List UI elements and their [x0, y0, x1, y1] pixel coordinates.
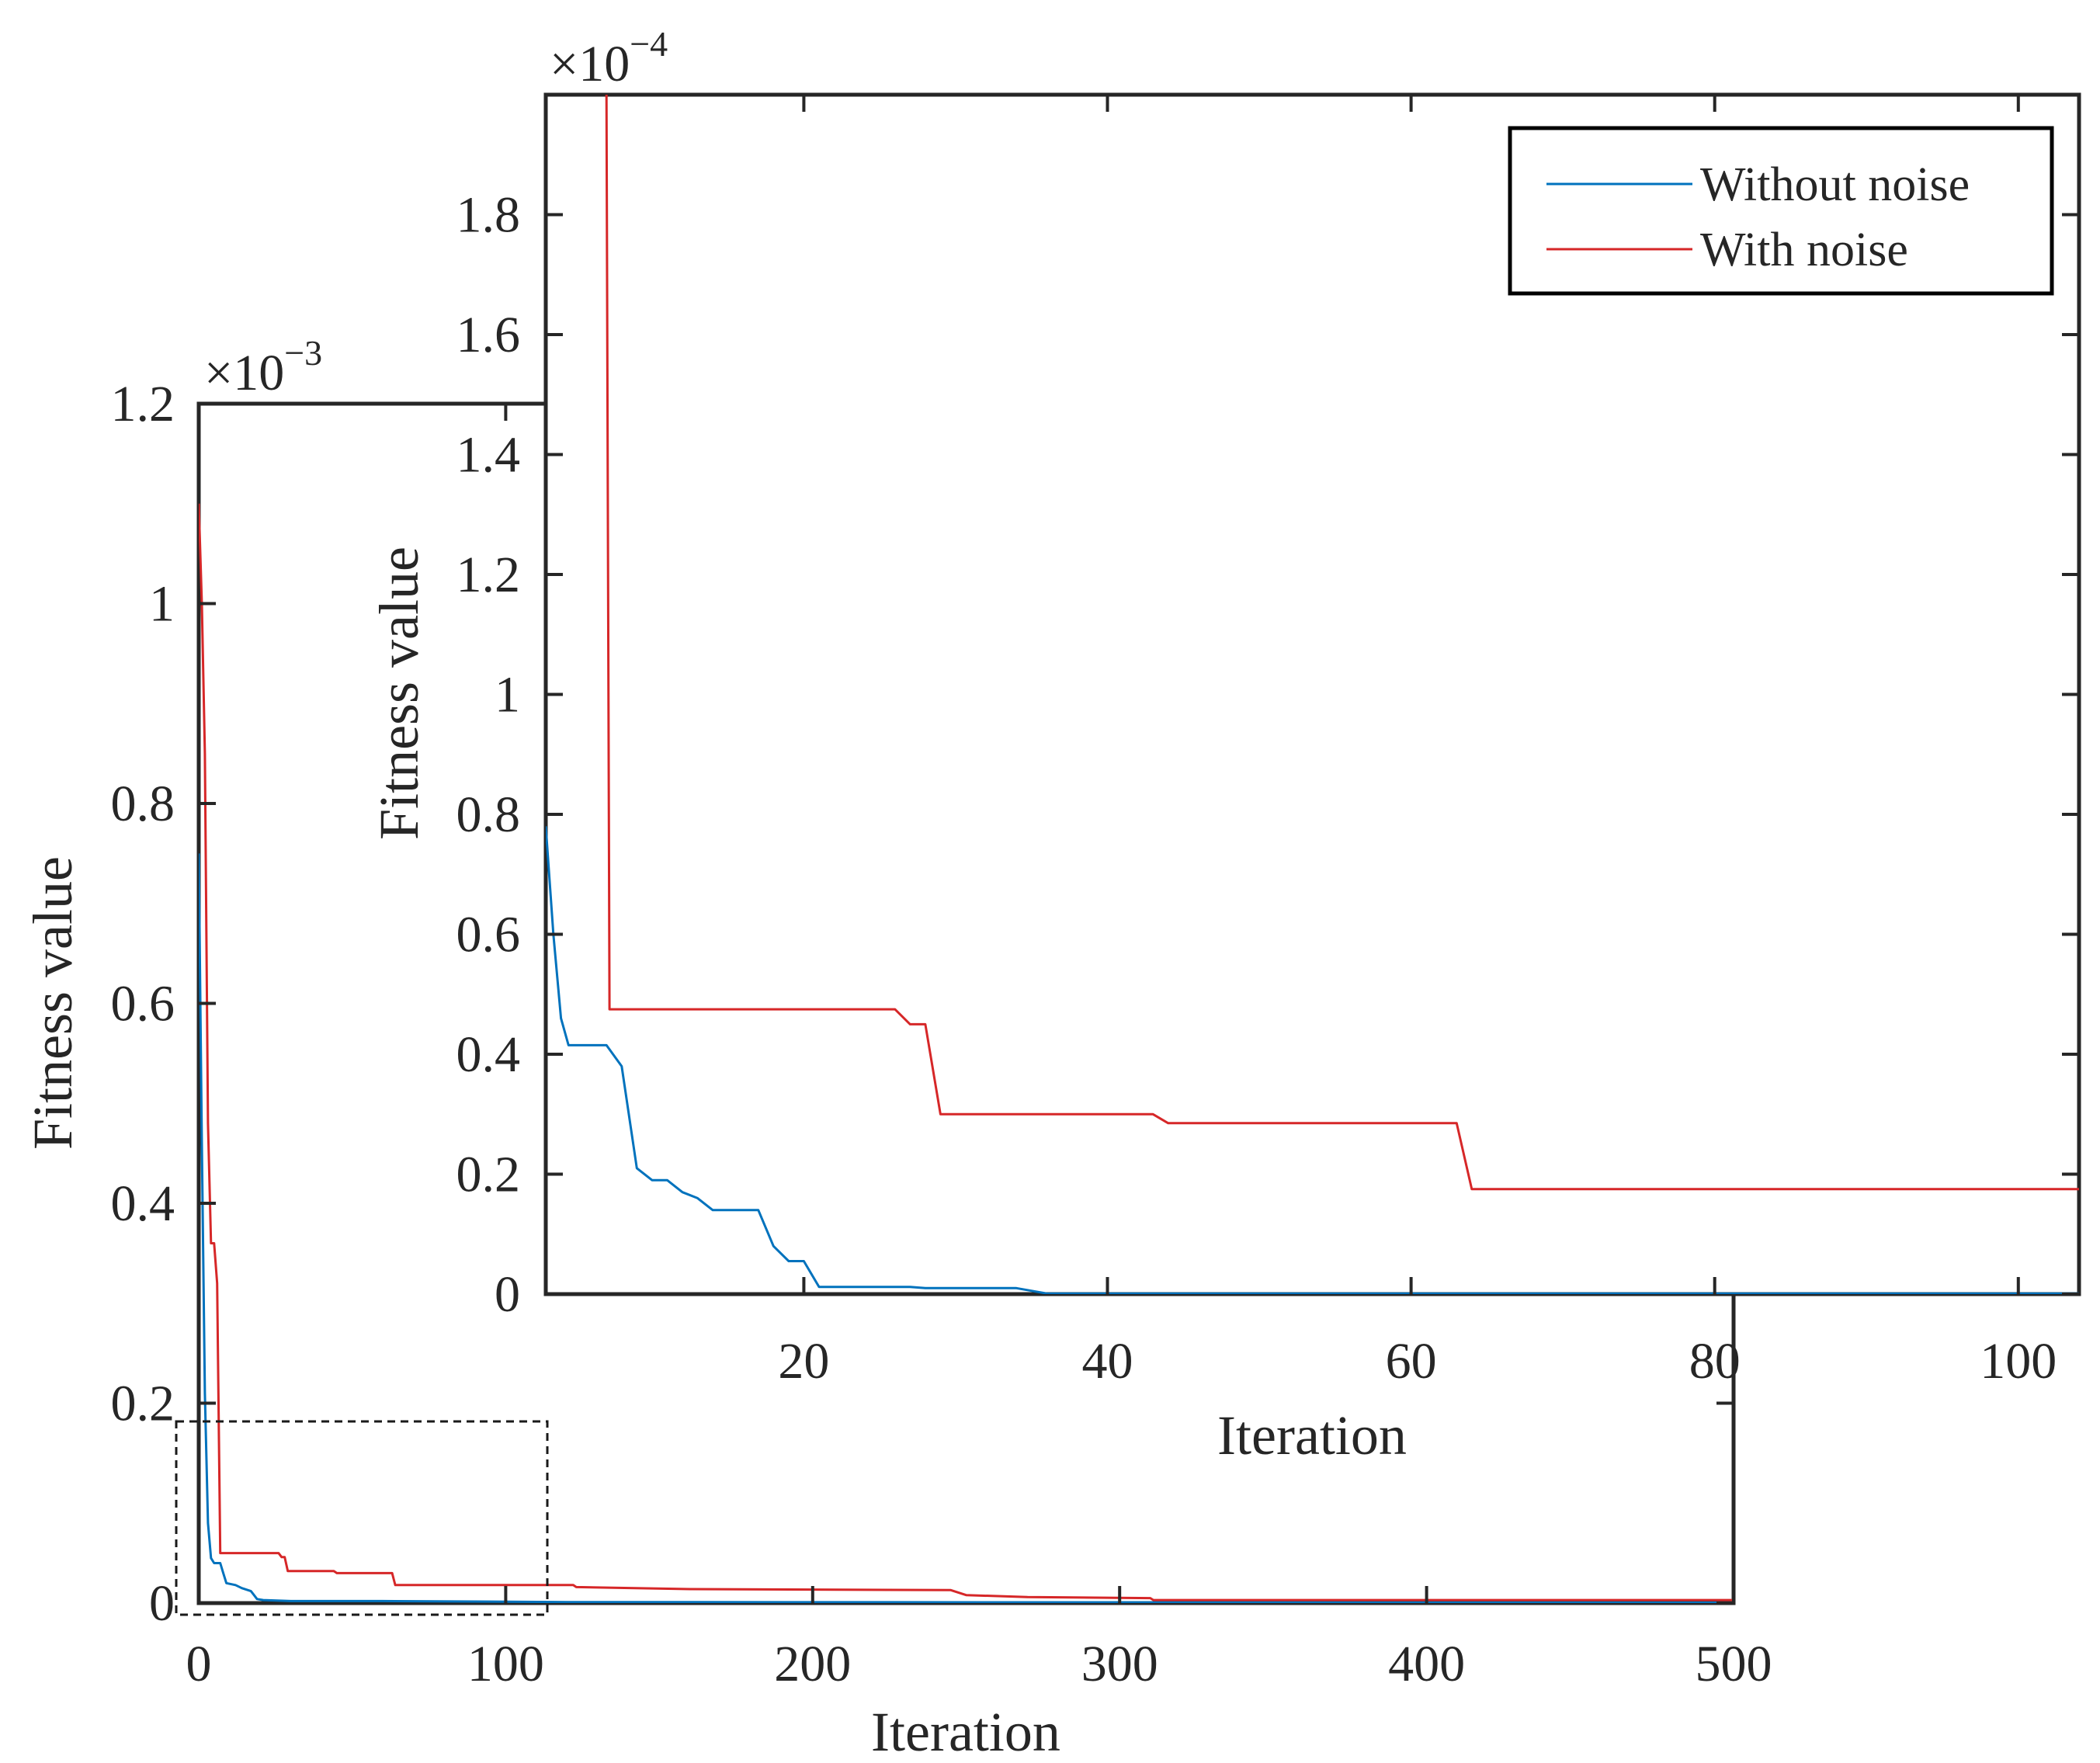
inset-y-tick-label: 0.2: [456, 1147, 521, 1203]
main-y-tick-label: 1.2: [111, 376, 175, 432]
main-lines: [199, 503, 1734, 1603]
inset-lines: [546, 95, 2079, 1294]
inset-x-tick-label: 40: [1082, 1333, 1133, 1390]
main-x-tick-label: 300: [1081, 1636, 1158, 1692]
inset-x-tick-label: 20: [778, 1333, 829, 1390]
inset-y-tick-label: 0.4: [456, 1026, 521, 1083]
legend-label-with-noise: With noise: [1700, 224, 1908, 276]
inset-y-tick-label: 1.6: [456, 307, 521, 363]
legend-label-without-noise: Without noise: [1700, 158, 1970, 211]
inset-axes: 20 40 60 80 100 0 0.2 0.4 0.6 0.8 1 1.2 1.4 1.6 1.8 ×1…: [368, 24, 2081, 1466]
inset-y-tick-label: 1.8: [456, 187, 521, 244]
inset-x-axis-label: Iteration: [1217, 1404, 1407, 1466]
main-y-exponent-base: ×10: [204, 345, 284, 401]
inset-y-tick-label: 0: [495, 1266, 520, 1323]
main-y-axis-label: Fitness value: [22, 856, 84, 1150]
main-x-tick-label: 100: [467, 1636, 544, 1692]
main-series-with-noise-line: [199, 503, 1734, 1602]
main-x-axis-label: Iteration: [871, 1701, 1060, 1763]
legend-box: [1508, 126, 2054, 296]
main-y-tick-label: 0.4: [111, 1175, 175, 1232]
inset-series-without-noise-line: [546, 826, 2079, 1294]
legend: Without noise With noise: [1508, 126, 2054, 296]
inset-y-exponent-power: −4: [630, 24, 668, 64]
inset-y-tick-label: 1.2: [456, 547, 521, 603]
main-y-tick-label: 0.6: [111, 976, 175, 1032]
main-x-tick-label: 0: [186, 1636, 212, 1692]
main-y-tick-label: 1: [149, 576, 175, 633]
inset-y-tick-label: 1: [495, 667, 520, 724]
main-y-tick-label: 0.8: [111, 776, 175, 832]
inset-ticks: 20 40 60 80 100 0 0.2 0.4 0.6 0.8 1 1.2 1.4 1.6 1.8: [456, 95, 2079, 1390]
main-x-tick-label: 500: [1696, 1636, 1772, 1692]
inset-y-tick-label: 1.4: [456, 427, 521, 484]
inset-series-with-noise-line: [605, 95, 2079, 1191]
zoom-region-box: [175, 1420, 549, 1616]
inset-y-axis-label: Fitness value: [368, 547, 430, 840]
main-x-tick-label: 200: [774, 1636, 851, 1692]
inset-y-tick-label: 0.8: [456, 786, 521, 843]
main-y-tick-label: 0.2: [111, 1376, 175, 1432]
inset-y-exponent-base: ×10: [550, 36, 630, 92]
inset-y-tick-label: 0.6: [456, 907, 521, 963]
inset-y-exponent: ×10−4: [550, 24, 668, 92]
main-x-tick-label: 400: [1388, 1636, 1465, 1692]
main-y-exponent-power: −3: [284, 333, 322, 373]
inset-x-tick-label: 60: [1386, 1333, 1437, 1390]
inset-x-tick-label: 100: [1980, 1333, 2057, 1390]
main-y-exponent: ×10−3: [204, 333, 322, 401]
main-y-tick-label: 0: [149, 1575, 175, 1632]
inset-x-tick-label: 80: [1689, 1333, 1741, 1390]
main-series-without-noise-line: [199, 853, 1734, 1603]
